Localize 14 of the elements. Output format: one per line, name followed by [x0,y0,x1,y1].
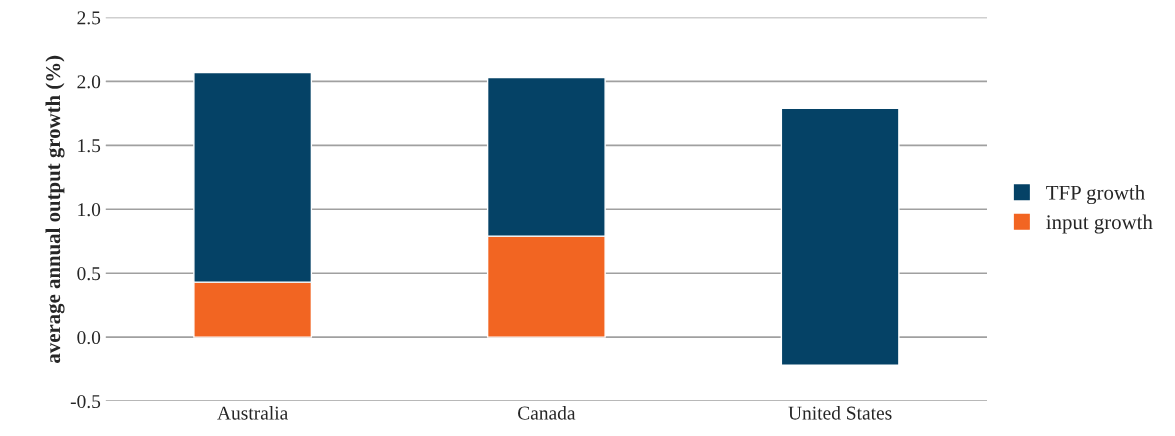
y-tick-label: 1.5 [78,139,101,153]
x-tick-label: United States [788,405,892,420]
y-tick-label: 1.0 [78,203,101,217]
legend-label: input growth [1046,214,1153,234]
y-tick-label: 2.0 [77,75,101,89]
y-tick-label: 2.5 [77,11,101,25]
legend-label: TFP growth [1046,185,1145,205]
x-tick-label: Australia [217,405,288,420]
bar [780,107,900,367]
y-axis-title: average annual output growth (%) [45,55,65,363]
y-tick-label: -0.5 [70,394,101,409]
y-tick-label: 0.5 [77,267,101,281]
x-tick-label: Canada [518,405,576,420]
y-tick-label: 0.0 [77,330,101,345]
